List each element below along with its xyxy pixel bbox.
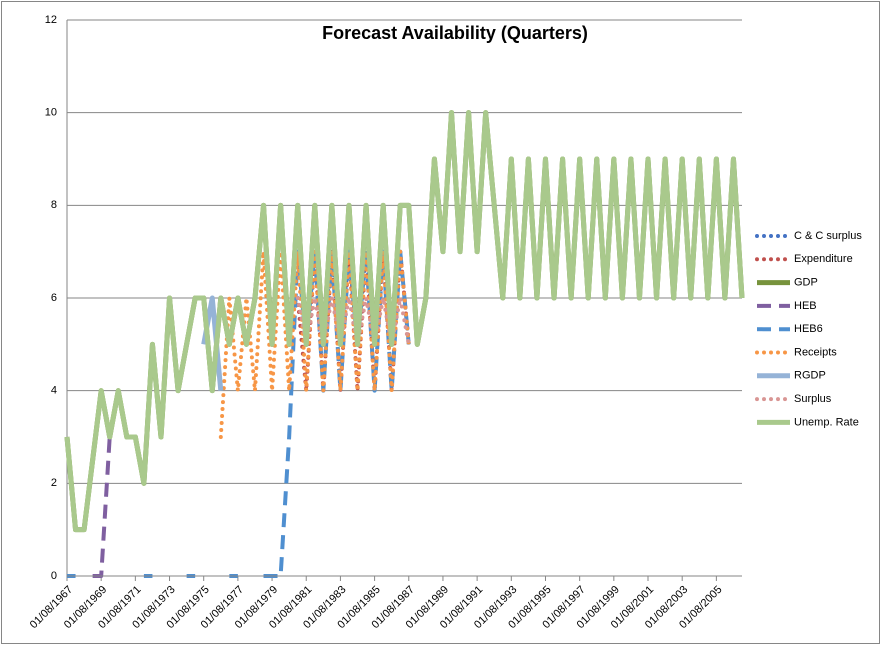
legend-label: Expenditure (794, 253, 853, 265)
y-tick-label: 4 (51, 385, 57, 397)
series-line (218, 249, 411, 439)
legend-label: RGDP (794, 370, 826, 382)
legend-label: HEB (794, 300, 817, 312)
legend-label: C & C surplus (794, 230, 862, 242)
legend-label: HEB6 (794, 323, 823, 335)
series-line (64, 110, 745, 533)
chart-title: Forecast Availability (Quarters) (322, 23, 588, 43)
legend-label: GDP (794, 277, 818, 289)
y-tick-label: 8 (51, 199, 57, 211)
legend-label: Surplus (794, 393, 832, 405)
legend-label: Unemp. Rate (794, 416, 859, 428)
y-tick-label: 12 (45, 14, 57, 26)
legend-label: Receipts (794, 346, 837, 358)
y-tick-label: 0 (51, 570, 57, 582)
y-tick-label: 2 (51, 477, 57, 489)
y-tick-label: 10 (45, 107, 57, 119)
y-tick-label: 6 (51, 292, 57, 304)
